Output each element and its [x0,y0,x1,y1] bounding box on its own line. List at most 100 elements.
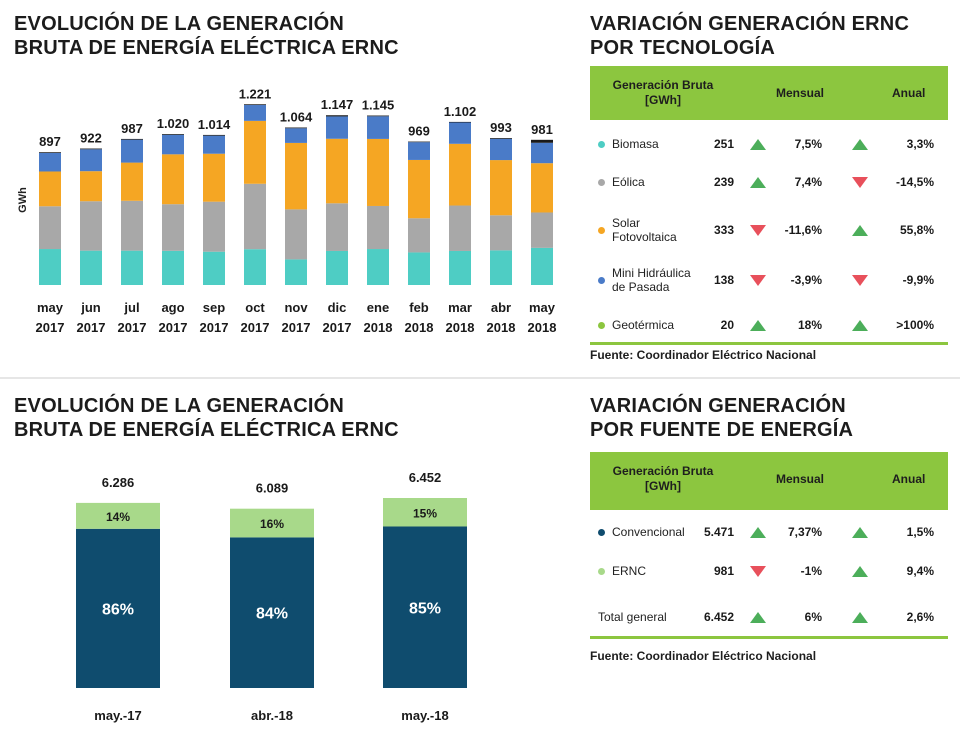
legend-dot [598,227,605,234]
bar-segment-mini-hidráulica-de-pasada [408,142,430,160]
bar-segment-geotérmica [531,139,553,143]
arrow-up-icon [750,139,766,150]
row-label: Solar Fotovoltaica [612,216,677,244]
bar-segment-biomasa [203,251,225,285]
row-annual: -9,9% [902,273,934,287]
row-value: 138 [713,273,734,287]
header-monthly: Mensual [776,472,825,486]
arrow-down-icon [852,177,868,188]
bar-segment-solar-fotovoltaica [367,138,389,206]
x-tick-year: 2017 [323,320,352,335]
x-tick-month: mar [448,300,472,315]
bar-total-label: 1.020 [157,116,190,131]
bar-segment-biomasa [490,250,512,285]
table-header: Generación Bruta [GWh] Mensual Anual [590,452,948,510]
arrow-down-icon [750,566,766,577]
row-value: 5.471 [703,525,734,539]
arrow-up-icon [750,612,766,623]
segment-percent-label: 85% [409,600,441,617]
bar-segment-geotérmica [326,115,348,117]
x-tick-year: 2017 [77,320,106,335]
segment-percent-label: 15% [413,506,437,520]
table2-title: VARIACIÓN GENERACIÓN POR FUENTE DE ENERG… [590,395,854,441]
row-monthly: 6% [804,610,822,624]
row-annual: >100% [896,318,934,332]
bar-segment-eólica [531,212,553,248]
table-header: Generación Bruta [GWh] Mensual Anual [590,66,948,120]
row-monthly: -1% [800,564,822,578]
bar-segment-eólica [490,215,512,251]
arrow-up-icon [852,320,868,331]
row-value: 6.452 [703,610,734,624]
x-tick-month: jul [123,300,139,315]
table-footer-line [590,342,948,345]
arrow-up-icon [852,139,868,150]
bar-segment-biomasa [531,247,553,285]
bar-segment-geotérmica [490,138,512,139]
bar-segment-convencional [230,537,314,688]
x-tick-year: 2018 [405,320,434,335]
segment-percent-label: 14% [106,510,130,524]
bar-total-label: 897 [39,134,61,149]
bar-segment-biomasa [80,250,102,285]
x-tick-label: may.-17 [94,708,141,723]
row-label: Geotérmica [612,318,675,332]
row-annual: 1,5% [906,525,934,539]
bar-segment-eólica [449,205,471,251]
legend-dot [598,141,605,148]
bar-segment-biomasa [244,249,266,285]
arrow-up-icon [750,177,766,188]
bar-segment-solar-fotovoltaica [203,153,225,202]
x-tick-month: feb [409,300,429,315]
bar-segment-biomasa [408,252,430,285]
bar-segment-mini-hidráulica-de-pasada [285,128,307,143]
bar-total-label: 1.145 [362,98,395,113]
bar-segment-convencional [76,528,160,688]
table-row: Total general 6.452 6% 2,6% [590,610,948,640]
x-tick-year: 2017 [159,320,188,335]
x-tick-month: ago [161,300,184,315]
y-axis-label: GWh [17,187,29,213]
bar-segment-mini-hidráulica-de-pasada [244,105,266,121]
row-monthly: 7,37% [787,525,822,539]
bar-segment-convencional [383,526,467,688]
row-monthly: 7,5% [794,137,822,151]
bar-segment-solar-fotovoltaica [162,154,184,205]
x-tick-label: may.-18 [401,708,448,723]
bar-segment-geotérmica [39,152,61,153]
bar-segment-ernc [383,498,467,527]
bar-total-label: 1.221 [239,86,272,101]
bar-total-label: 6.286 [102,475,135,490]
x-tick-month: dic [328,300,347,315]
bar-segment-solar-fotovoltaica [408,159,430,219]
bar-segment-solar-fotovoltaica [121,162,143,201]
bar-segment-mini-hidráulica-de-pasada [326,116,348,139]
x-tick-month: abr [491,300,511,315]
bar-total-label: 1.014 [198,117,231,132]
bar-segment-biomasa [39,249,61,285]
legend-dot [598,277,605,284]
x-tick-month: may [37,300,64,315]
table1-title: VARIACIÓN GENERACIÓN ERNC POR TECNOLOGÍA [590,13,910,59]
row-value: 20 [720,318,734,332]
bar-segment-eólica [367,205,389,250]
monthly-stacked-bar-chart: GWh 897 may 2017 922 jun 2017 987 jul 2017 1.020 a… [17,86,556,335]
row-annual: 2,6% [906,610,934,624]
x-tick-year: 2018 [364,320,393,335]
row-annual: 55,8% [899,223,934,237]
bar-segment-eólica [285,209,307,260]
bar-segment-mini-hidráulica-de-pasada [531,142,553,164]
legend-dot [598,322,605,329]
header-annual: Anual [892,86,926,100]
arrow-down-icon [750,275,766,286]
section-divider [0,377,960,379]
x-tick-year: 2017 [282,320,311,335]
segment-percent-label: 16% [260,517,284,531]
arrow-up-icon [852,527,868,538]
bar-total-label: 981 [531,122,553,137]
bar-segment-solar-fotovoltaica [326,138,348,204]
bar-segment-biomasa [367,249,389,285]
x-tick-year: 2018 [487,320,516,335]
bar-segment-mini-hidráulica-de-pasada [162,134,184,155]
x-tick-month: jun [80,300,101,315]
